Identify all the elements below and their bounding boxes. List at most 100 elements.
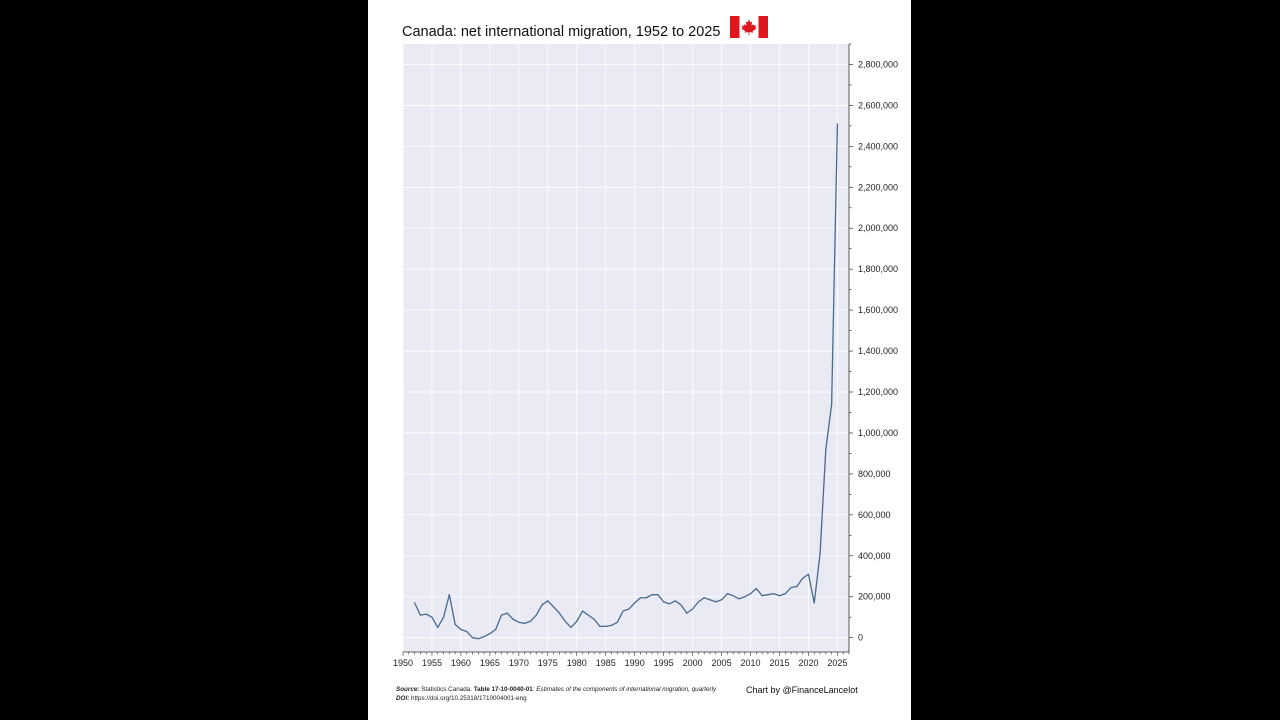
data-point (442, 616, 445, 618)
data-point (778, 595, 781, 597)
data-point (466, 630, 468, 633)
data-point (535, 614, 537, 616)
y-tick-label: 600,000 (858, 510, 891, 520)
line-chart: 0 200,000 400,000 600,000 800,000 1,000,000 1,… (393, 43, 898, 668)
data-point (454, 623, 456, 625)
x-tick-label: 2025 (827, 658, 847, 668)
x-tick-label: 1955 (422, 658, 442, 668)
data-point (524, 622, 526, 624)
y-tick-label: 200,000 (858, 592, 891, 602)
data-point (831, 403, 833, 405)
data-point (686, 612, 688, 614)
y-tick-label: 1,800,000 (858, 264, 898, 274)
data-point (512, 618, 514, 620)
data-point (738, 598, 740, 600)
canada-flag-icon (730, 16, 768, 38)
data-point (605, 625, 607, 628)
plot-area (403, 44, 849, 652)
data-point (755, 587, 757, 590)
data-point (813, 602, 815, 604)
y-tick-label: 800,000 (858, 469, 891, 479)
y-tick-label: 2,000,000 (858, 223, 898, 233)
data-point (460, 628, 462, 631)
data-point (825, 448, 827, 450)
data-point (570, 626, 572, 629)
data-point (819, 553, 821, 555)
x-tick-label: 2000 (683, 658, 703, 668)
x-axis: 1950 1955 1960 1965 1970 1975 1980 1985 1990 1995… (393, 651, 850, 668)
data-point (471, 637, 474, 639)
data-point (553, 606, 555, 608)
data-point (726, 593, 728, 595)
data-point (744, 596, 746, 598)
data-point (564, 620, 566, 622)
data-point (663, 601, 665, 603)
data-point (680, 604, 682, 606)
y-tick-label: 1,400,000 (858, 346, 898, 356)
data-point (576, 620, 578, 622)
y-tick-label: 0 (858, 633, 863, 643)
data-point (518, 621, 520, 623)
chart-card: Canada: net international migration, 195… (368, 0, 911, 720)
data-point (529, 620, 532, 622)
data-point (425, 613, 427, 615)
data-point (639, 597, 642, 599)
data-point (732, 595, 734, 597)
y-tick-label: 1,600,000 (858, 305, 898, 315)
data-point (413, 602, 416, 604)
data-point (477, 638, 479, 640)
data-point (645, 597, 647, 599)
x-tick-label: 1970 (509, 658, 529, 668)
data-point (703, 597, 705, 599)
data-point (616, 621, 618, 623)
data-point (773, 593, 775, 595)
chart-title: Canada: net international migration, 195… (402, 24, 721, 40)
x-tick-label: 1995 (654, 658, 674, 668)
doi-line: DOI: https://doi.org/10.25318/1710004001… (396, 695, 716, 704)
data-point (437, 626, 439, 629)
data-point (628, 608, 630, 610)
data-point (558, 612, 560, 614)
data-point (500, 614, 503, 616)
data-point (622, 610, 624, 612)
data-point (836, 123, 839, 125)
data-point (581, 610, 584, 612)
x-tick-label: 1975 (538, 658, 558, 668)
x-tick-label: 1960 (451, 658, 471, 668)
data-point (431, 616, 433, 618)
y-tick-label: 2,200,000 (858, 182, 898, 192)
data-point (419, 614, 421, 616)
data-point (784, 593, 786, 595)
source-label: Source: (396, 686, 420, 693)
flag-left-band (730, 16, 740, 38)
y-tick-label: 2,600,000 (858, 100, 898, 110)
data-point (674, 600, 676, 602)
y-tick-label: 2,800,000 (858, 59, 898, 69)
y-axis: 0 200,000 400,000 600,000 800,000 1,000,000 1,… (848, 43, 898, 652)
data-point (697, 601, 699, 603)
x-tick-label: 2010 (741, 658, 761, 668)
data-point (749, 593, 752, 595)
source-agency: Statistics Canada. (421, 686, 472, 693)
data-point (547, 600, 549, 602)
chart-credit: Chart by @FinanceLancelot (746, 685, 858, 695)
data-point (761, 595, 763, 597)
y-tick-label: 1,200,000 (858, 387, 898, 397)
y-tick-label: 2,400,000 (858, 141, 898, 151)
data-point (506, 612, 508, 614)
series-line-net-migration (413, 123, 839, 640)
data-point (790, 586, 792, 589)
data-point (634, 602, 636, 604)
data-point (489, 632, 491, 635)
data-point (483, 636, 485, 638)
x-tick-label: 1980 (567, 658, 587, 668)
x-tick-label: 2015 (769, 658, 789, 668)
doi-value: https://doi.org/10.25318/1710004001-eng (411, 694, 527, 702)
data-point (541, 604, 543, 606)
data-point (767, 594, 769, 596)
doi-label: DOI: (396, 694, 410, 702)
source-note: Source: Statistics Canada. Table 17-10-0… (396, 686, 716, 703)
flag-right-band (758, 16, 768, 38)
data-point (610, 624, 613, 626)
y-tick-label: 1,000,000 (858, 428, 898, 438)
